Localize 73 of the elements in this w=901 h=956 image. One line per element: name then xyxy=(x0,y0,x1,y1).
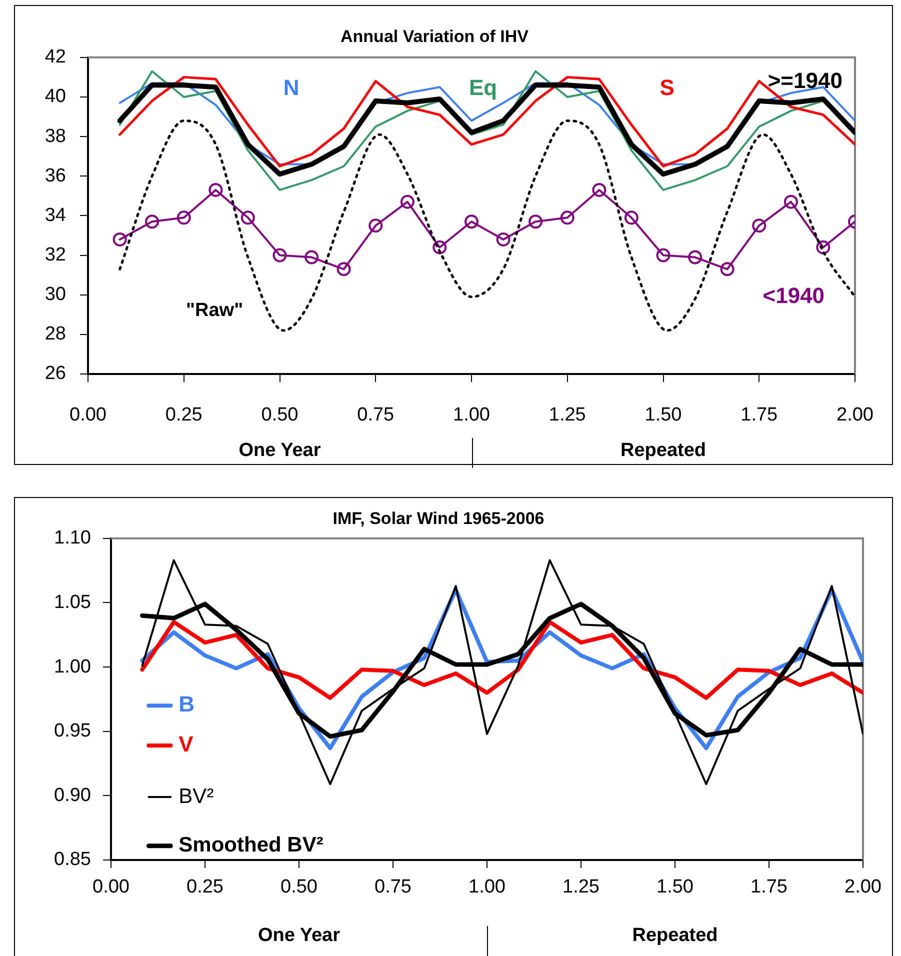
x-tick-label: 0.50 xyxy=(280,876,318,898)
point xyxy=(688,250,702,264)
x-tick-label: 1.25 xyxy=(548,404,586,426)
x-tick-label: 1.00 xyxy=(468,876,506,898)
x-tick-label: 0.00 xyxy=(92,876,130,898)
legend-label: V xyxy=(178,732,194,757)
series-label: "Raw" xyxy=(186,300,244,321)
series-label: S xyxy=(660,75,674,100)
point xyxy=(656,248,670,262)
point xyxy=(816,240,830,254)
point xyxy=(176,210,191,225)
point xyxy=(112,232,127,246)
point xyxy=(432,240,447,254)
x-tick-label: 0.50 xyxy=(261,404,298,426)
y-tick-label: 28 xyxy=(44,324,66,345)
point xyxy=(624,210,638,225)
point xyxy=(528,214,543,229)
text: One Year xyxy=(258,925,340,947)
chart-title: Annual Variation of IHV xyxy=(340,26,530,46)
y-tick-label: 42 xyxy=(44,46,66,68)
y-tick-label: 1.05 xyxy=(54,592,91,613)
y-tick-label: 30 xyxy=(44,284,66,306)
y-tick-label: 34 xyxy=(44,204,66,226)
point xyxy=(400,194,414,209)
point xyxy=(272,248,287,262)
y-tick-label: 0.95 xyxy=(54,720,91,742)
y-tick-label: 36 xyxy=(44,165,66,186)
y-tick-label: 0.90 xyxy=(54,784,91,806)
point xyxy=(240,210,255,225)
text: N xyxy=(283,75,300,100)
point xyxy=(336,262,351,276)
y-tick-label: 38 xyxy=(44,126,66,147)
x-tick-label: 0.75 xyxy=(357,404,394,426)
point xyxy=(592,182,606,197)
legend-label: BV² xyxy=(178,784,214,808)
legend-label: B xyxy=(178,692,195,717)
series-label: <1940 xyxy=(762,282,825,308)
x-tick-label: 0.25 xyxy=(186,876,224,898)
x-tick-label: 0.00 xyxy=(70,404,106,426)
point xyxy=(304,250,319,264)
x-tick-label: 1.75 xyxy=(750,876,788,898)
point xyxy=(368,218,383,233)
series-label: Eq xyxy=(468,75,498,100)
x-tick-label: 2.00 xyxy=(844,876,882,898)
x-tick-label: 0.75 xyxy=(374,876,412,898)
point xyxy=(208,182,223,197)
text: One Year xyxy=(238,440,321,462)
chart-title: IMF, Solar Wind 1965-2006 xyxy=(332,508,544,528)
y-tick-label: 40 xyxy=(44,86,66,108)
point xyxy=(496,232,510,246)
x-tick-label: 1.50 xyxy=(644,404,682,426)
point xyxy=(464,214,478,229)
series-label: >=1940 xyxy=(768,68,842,94)
point xyxy=(720,262,734,276)
text: Repeated xyxy=(620,440,706,462)
text: Repeated xyxy=(632,925,718,947)
point xyxy=(784,194,798,209)
x-tick-label: 1.50 xyxy=(656,876,694,898)
y-tick-label: 1.00 xyxy=(54,656,91,678)
point xyxy=(560,210,574,225)
y-tick-label: 0.85 xyxy=(54,849,91,870)
x-tick-label: 1.25 xyxy=(562,876,600,898)
x-tick-label: 1.75 xyxy=(740,404,778,426)
point xyxy=(145,214,160,229)
point xyxy=(752,218,766,233)
x-tick-label: 1.00 xyxy=(453,404,490,426)
y-tick-label: 26 xyxy=(44,363,66,384)
x-tick-label: 2.00 xyxy=(836,404,874,426)
legend-label: Smoothed BV² xyxy=(178,834,324,857)
y-tick-label: 32 xyxy=(44,244,66,266)
x-tick-label: 0.25 xyxy=(165,404,202,426)
y-tick-label: 1.10 xyxy=(54,528,91,549)
line-series xyxy=(118,119,855,332)
